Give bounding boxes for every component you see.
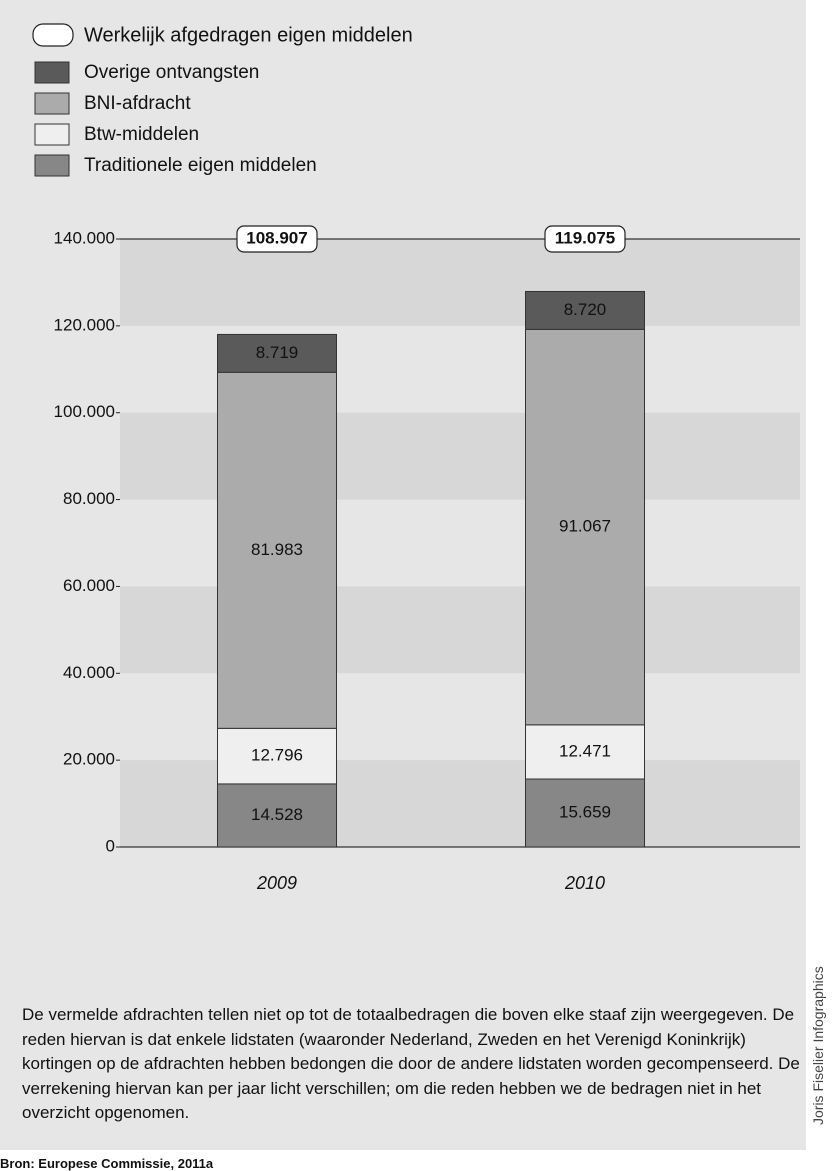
panel-background — [0, 0, 806, 1150]
legend-swatch-total — [32, 23, 74, 47]
footnote: De vermelde afdrachten tellen niet op to… — [22, 1005, 800, 1122]
y-tick-label: 20.000 — [63, 750, 115, 769]
legend-swatch — [34, 92, 70, 115]
value-label: 91.067 — [559, 517, 611, 536]
legend-swatch — [34, 61, 70, 84]
total-box — [544, 225, 626, 253]
value-label: 8.720 — [564, 300, 607, 319]
bar-segment — [525, 290, 645, 330]
y-tick-label: 40.000 — [63, 663, 115, 682]
value-label: 12.796 — [251, 746, 303, 765]
legend-label: Werkelijk afgedragen eigen middelen — [84, 24, 413, 46]
value-label: 15.659 — [559, 802, 611, 821]
total-label: 119.075 — [555, 228, 616, 247]
legend-swatch — [34, 154, 70, 177]
grid-band — [120, 239, 800, 326]
bar-segment — [217, 783, 337, 848]
x-tick-label: 2010 — [564, 873, 605, 893]
value-label: 14.528 — [251, 805, 303, 824]
legend-label: Btw-middelen — [84, 124, 199, 145]
y-tick-label: 120.000 — [54, 315, 115, 334]
legend-label: BNI-afdracht — [84, 93, 191, 114]
legend-label: Traditionele eigen middelen — [84, 155, 317, 176]
source: Bron: Europese Commissie, 2011a — [0, 1156, 214, 1171]
value-label: 81.983 — [251, 540, 303, 559]
bar-segment — [525, 778, 645, 848]
legend-label: Overige ontvangsten — [84, 62, 259, 83]
value-label: 8.719 — [256, 343, 299, 362]
y-tick-label: 60.000 — [63, 576, 115, 595]
bar-segment — [217, 727, 337, 785]
y-tick-label: 80.000 — [63, 489, 115, 508]
bar-segment — [217, 333, 337, 373]
bar-segment — [525, 328, 645, 726]
total-label: 108.907 — [246, 228, 307, 247]
y-tick-label: 140.000 — [54, 228, 115, 247]
y-tick-label: 100.000 — [54, 402, 115, 421]
credit: Joris Fiselier Infographics — [810, 966, 826, 1125]
total-box — [236, 225, 318, 253]
legend-swatch — [34, 123, 70, 146]
bar-segment — [217, 371, 337, 729]
value-label: 12.471 — [559, 741, 611, 760]
y-tick-label: 0 — [106, 836, 115, 855]
x-tick-label: 2009 — [256, 873, 297, 893]
